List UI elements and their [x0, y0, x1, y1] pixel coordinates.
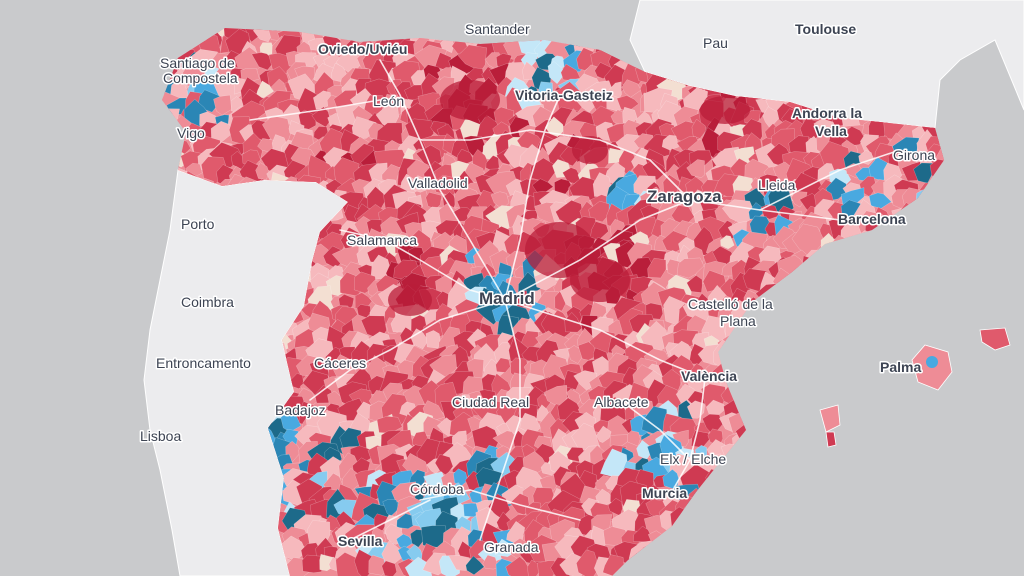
municipality-cell	[425, 330, 441, 349]
city-label-coimbra: Coimbra	[181, 294, 234, 310]
municipality-cell	[661, 134, 679, 151]
city-label-ciudadreal: Ciudad Real	[452, 394, 529, 410]
island	[825, 431, 837, 448]
municipality-cell	[686, 159, 705, 178]
city-label-vigo: Vigo	[177, 125, 205, 141]
city-label-cordoba: Córdoba	[410, 481, 464, 497]
city-label-barcelona: Barcelona	[838, 211, 906, 227]
region-blob	[388, 284, 432, 316]
municipality-cell	[252, 28, 273, 43]
municipality-cell	[647, 257, 667, 279]
municipality-cell	[588, 200, 610, 223]
surrounding-land	[143, 0, 1024, 576]
city-label-santander: Santander	[465, 21, 530, 37]
municipality-cell	[686, 275, 703, 293]
municipality-cell	[691, 118, 707, 139]
municipality-cell	[641, 159, 667, 181]
city-label-elx: Elx / Elche	[660, 451, 726, 467]
city-label-madrid: Madrid	[479, 289, 535, 308]
city-label-oviedo: Oviedo/Uviéu	[318, 41, 407, 57]
municipality-cell	[453, 468, 468, 486]
municipality-cell	[676, 257, 706, 279]
city-label-palma: Palma	[880, 359, 921, 375]
city-label-lleida: Lleida	[758, 177, 796, 193]
municipality-cell	[566, 388, 581, 405]
municipality-cell	[791, 191, 808, 208]
municipality-cell	[577, 341, 599, 361]
municipality-cell	[505, 250, 527, 270]
city-label-santiago: Santiago de Compostela	[160, 55, 238, 86]
municipality-cell	[251, 52, 276, 71]
city-label-granada: Granada	[484, 539, 539, 555]
municipality-cell	[544, 116, 565, 137]
region-blob	[570, 258, 630, 302]
municipality-cell	[547, 61, 566, 85]
city-label-sevilla: Sevilla	[338, 533, 383, 549]
municipality-cell	[576, 47, 594, 71]
city-label-caceres: Cáceres	[314, 355, 366, 371]
city-label-vitoria: Vitoria-Gasteiz	[515, 87, 613, 103]
city-label-porto: Porto	[181, 216, 215, 232]
island-cell	[926, 356, 938, 368]
region-blob	[440, 80, 500, 120]
municipality-cell	[621, 79, 642, 98]
city-label-albacete: Albacete	[594, 394, 649, 410]
municipality-cell	[495, 357, 511, 373]
municipality-cell	[197, 89, 221, 113]
city-label-lisboa: Lisboa	[140, 428, 181, 444]
city-label-leon: León	[373, 93, 404, 109]
municipality-cell	[333, 499, 357, 519]
city-label-valladolid: Valladolid	[408, 175, 468, 191]
city-label-zaragoza: Zaragoza	[647, 187, 722, 206]
city-label-murcia: Murcia	[642, 485, 687, 501]
municipality-cell	[408, 175, 430, 193]
city-label-girona: Girona	[893, 147, 935, 163]
municipality-cell	[301, 554, 322, 574]
municipality-cell	[720, 235, 735, 250]
municipality-cell	[858, 150, 874, 165]
municipality-cell	[576, 91, 597, 113]
region-blob	[700, 96, 750, 124]
municipality-cell	[868, 192, 892, 209]
city-label-pau: Pau	[703, 35, 728, 51]
city-label-entroncamento: Entroncamento	[156, 355, 251, 371]
municipality-cell	[255, 162, 270, 180]
municipality-cell	[596, 425, 612, 443]
city-label-salamanca: Salamanca	[347, 232, 417, 248]
city-label-badajoz: Badajoz	[275, 402, 326, 418]
municipality-cell	[213, 94, 232, 116]
city-label-toulouse: Toulouse	[795, 21, 856, 37]
municipality-cell	[255, 80, 274, 98]
municipality-cell	[627, 430, 641, 447]
city-label-valencia: València	[681, 368, 737, 384]
